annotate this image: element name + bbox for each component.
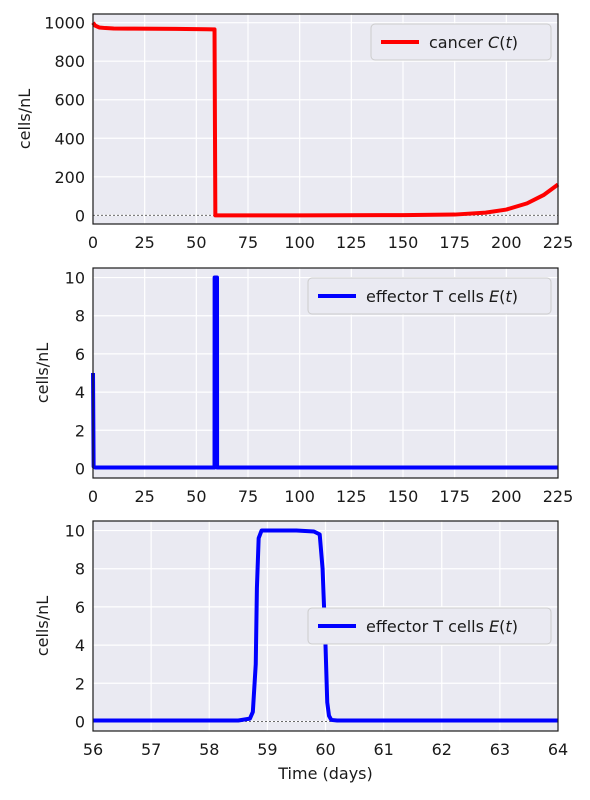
x-tick-label: 100 [284,487,315,506]
x-tick-label: 125 [336,233,367,252]
panel-effector-zoom: 56 57 58 59 60 61 62 63 64 0 2 4 6 8 10 cells/nL Time… [33,520,568,783]
y-tick-label: 10 [65,522,85,541]
y-tick-label: 800 [54,52,85,71]
x-tick-label: 25 [134,233,154,252]
x-tick-label: 175 [439,487,470,506]
y-tick-label: 200 [54,168,85,187]
y-tick-label: 2 [75,674,85,693]
y-axis-label: cells/nL [33,343,52,403]
x-tick-label: 175 [439,233,470,252]
y-tick-label: 8 [75,560,85,579]
x-tick-label: 75 [238,487,258,506]
x-tick-label: 56 [83,740,103,759]
series [93,528,558,723]
x-tick-labels: 0 25 50 75 100 125 150 175 200 225 [88,233,573,252]
series [91,21,560,218]
y-tick-label: 10 [65,269,85,288]
x-tick-label: 59 [257,740,277,759]
x-tick-label: 64 [548,740,568,759]
x-tick-label: 58 [199,740,219,759]
legend-label: effector T cells E(t) [366,287,518,306]
legend-box [307,607,552,645]
legend: effector T cells E(t) [307,607,552,645]
y-tick-label: 0 [75,712,85,731]
x-tick-label: 60 [315,740,335,759]
legend-box [307,277,552,315]
x-tick-label: 62 [432,740,452,759]
y-tick-label: 0 [75,459,85,478]
x-tick-label: 75 [238,233,258,252]
y-tick-label: 6 [75,598,85,617]
series-line [91,21,560,218]
x-tick-label: 200 [491,233,522,252]
axes-frame [92,13,559,225]
x-tick-label: 150 [388,487,419,506]
y-axis-label: cells/nL [15,89,34,149]
x-tick-label: 100 [284,233,315,252]
x-tick-labels: 56 57 58 59 60 61 62 63 64 [83,740,568,759]
y-tick-labels: 0 2 4 6 8 10 [65,522,85,732]
x-tick-label: 50 [186,233,206,252]
x-tick-label: 0 [88,487,98,506]
y-tick-labels: 0 2 4 6 8 10 [65,269,85,479]
series [91,275,558,470]
y-tick-label: 1000 [44,14,85,33]
x-tick-label: 50 [186,487,206,506]
legend-label: cancer C(t) [429,33,518,52]
panel-cancer: 0 25 50 75 100 125 150 175 200 225 0 200 400 600 800 1… [15,13,573,252]
y-tick-label: 4 [75,383,85,402]
y-axis-label: cells/nL [33,596,52,656]
x-tick-label: 57 [141,740,161,759]
y-tick-label: 8 [75,307,85,326]
series-line [93,528,558,723]
x-tick-label: 125 [336,487,367,506]
x-tick-label: 63 [490,740,510,759]
x-axis-label: Time (days) [277,764,373,783]
x-tick-label: 61 [373,740,393,759]
legend-label: effector T cells E(t) [366,617,518,636]
x-tick-labels: 0 25 50 75 100 125 150 175 200 225 [88,487,573,506]
legend: cancer C(t) [370,23,552,61]
series-line [91,275,558,470]
y-tick-label: 6 [75,345,85,364]
legend-box [370,23,552,61]
axes-frame [92,520,559,732]
x-tick-label: 25 [134,487,154,506]
x-tick-label: 225 [543,233,574,252]
x-tick-label: 0 [88,233,98,252]
x-tick-label: 150 [388,233,419,252]
panel-effector: 0 25 50 75 100 125 150 175 200 225 0 2 4 6 8 10 cells/… [33,267,573,506]
y-tick-labels: 0 200 400 600 800 1000 [44,14,85,226]
legend: effector T cells E(t) [307,277,552,315]
y-tick-label: 600 [54,91,85,110]
y-tick-label: 4 [75,636,85,655]
y-tick-label: 2 [75,421,85,440]
x-tick-label: 225 [543,487,574,506]
y-tick-label: 0 [75,206,85,225]
x-tick-label: 200 [491,487,522,506]
y-tick-label: 400 [54,129,85,148]
axes-frame [92,267,559,479]
